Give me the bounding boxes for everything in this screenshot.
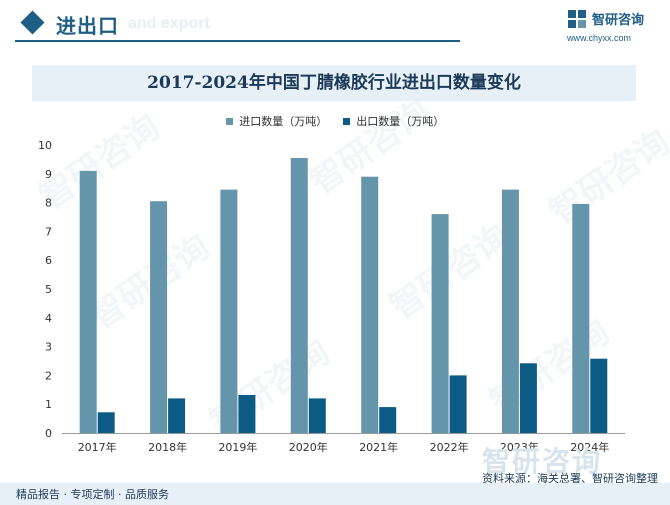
y-tick-label: 10	[38, 139, 52, 152]
bar-import	[290, 158, 308, 433]
section-subtitle: and export	[128, 15, 210, 32]
bar-export	[379, 407, 397, 433]
bars	[79, 158, 608, 433]
y-tick-label: 9	[45, 168, 52, 181]
footer-tagline: 精品报告 · 专项定制 · 品质服务	[16, 488, 169, 501]
y-tick-label: 1	[45, 398, 52, 411]
x-tick-label: 2020年	[289, 440, 328, 454]
x-tick-label: 2018年	[148, 440, 187, 454]
bar-import	[220, 189, 238, 433]
legend-label-import: 进口数量（万吨）	[239, 115, 328, 128]
page-header: 进出口 and export 智研咨询 www.chyxx.com	[0, 0, 670, 55]
bar-export	[168, 398, 186, 433]
y-tick-label: 0	[45, 427, 52, 440]
x-tick-label: 2019年	[218, 440, 257, 454]
chart-legend: 进口数量（万吨） 出口数量（万吨）	[0, 113, 670, 131]
y-tick-label: 8	[45, 197, 52, 210]
bar-import	[79, 170, 97, 433]
footer-bar	[0, 483, 670, 505]
section-title: 进出口	[56, 14, 119, 38]
bar-import	[150, 201, 168, 433]
brand-name: 智研咨询	[592, 13, 645, 28]
brand-url: www.chyxx.com	[567, 33, 632, 43]
bar-export	[449, 375, 467, 433]
bar-import	[572, 204, 590, 433]
x-tick-label: 2021年	[359, 440, 398, 454]
bar-export	[519, 363, 537, 433]
y-tick-label: 6	[45, 254, 52, 267]
chart-title-bar: 2017-2024年中国丁腈橡胶行业进出口数量变化	[32, 65, 636, 101]
y-tick-label: 4	[45, 312, 52, 325]
header-divider	[15, 40, 460, 42]
x-tick-label: 2023年	[500, 440, 539, 454]
bar-export	[97, 412, 115, 433]
bar-import	[361, 176, 379, 433]
y-tick-label: 3	[45, 341, 52, 354]
legend-swatch-export	[342, 117, 350, 125]
x-axis: 2017年 2018年 2019年 2020年 2021年 2022年 2023年 2024年	[78, 440, 610, 454]
bar-export	[308, 398, 326, 433]
y-tick-label: 7	[45, 225, 52, 238]
footer-watermark: 智研咨询	[482, 445, 603, 478]
bar-export	[590, 358, 608, 433]
x-tick-label: 2017年	[78, 440, 117, 454]
chart-title: 2017-2024年中国丁腈橡胶行业进出口数量变化	[147, 73, 521, 93]
y-axis: 0 1 2 3 4 5 6 7 8 9 10	[38, 139, 52, 440]
x-tick-label: 2022年	[430, 440, 469, 454]
data-source: 资料来源：海关总署、智研咨询整理	[482, 472, 658, 485]
brand-logo-icon	[568, 10, 586, 28]
bar-export	[238, 395, 256, 433]
bar-import	[431, 214, 449, 433]
y-tick-label: 2	[45, 369, 52, 382]
legend-item-export: 出口数量（万吨）	[342, 113, 445, 129]
bar-import	[501, 189, 519, 433]
legend-swatch-import	[225, 117, 233, 125]
legend-label-export: 出口数量（万吨）	[356, 115, 445, 128]
y-tick-label: 5	[45, 283, 52, 296]
x-tick-label: 2024年	[570, 440, 609, 454]
legend-item-import: 进口数量（万吨）	[225, 113, 328, 129]
